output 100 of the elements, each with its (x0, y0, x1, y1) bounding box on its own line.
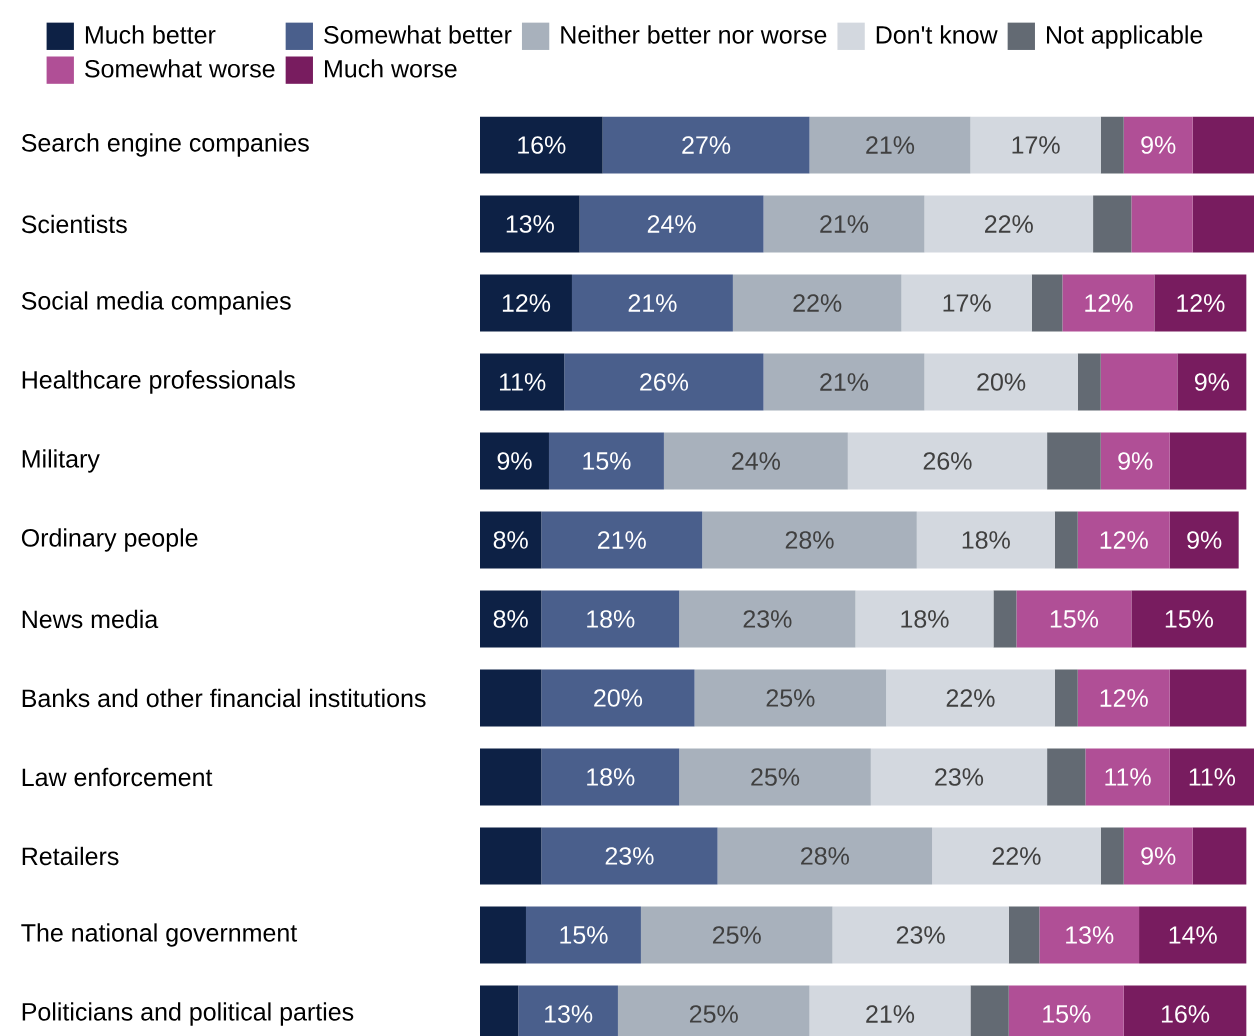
bar (480, 590, 542, 648)
data-label: 21% (628, 294, 677, 312)
bar (1100, 827, 1124, 885)
data-label: 21% (866, 1005, 915, 1023)
data-label: 28% (801, 847, 849, 865)
bar (679, 748, 871, 806)
data-label: 20% (977, 373, 1026, 391)
data-label: 20% (594, 689, 643, 707)
bar (541, 748, 680, 806)
bar (1169, 669, 1247, 727)
data-label: 21% (866, 136, 915, 154)
bar (1192, 195, 1254, 253)
bar (548, 432, 664, 490)
y-tick-label: News media (22, 609, 159, 629)
data-label: 25% (689, 1005, 738, 1023)
y-tick-label: Healthcare professionals (22, 370, 295, 394)
data-label: 17% (1012, 136, 1060, 154)
bar (679, 590, 856, 648)
bar (1100, 353, 1178, 411)
bar (832, 906, 1009, 964)
data-label: 15% (560, 926, 608, 944)
data-label: 18% (962, 531, 1010, 549)
data-label: 25% (712, 926, 761, 944)
data-label: 22% (793, 294, 842, 312)
bar (602, 116, 810, 174)
bar (717, 827, 933, 885)
bar (1062, 274, 1155, 332)
bar (541, 669, 695, 727)
data-label: 26% (923, 452, 972, 470)
data-label: 26% (640, 373, 689, 391)
bar (901, 274, 1032, 332)
bar (579, 195, 764, 253)
data-label: 11% (499, 373, 546, 391)
y-tick-label: The national government (21, 923, 298, 947)
bar (1054, 669, 1078, 727)
y-tick-label: Banks and other financial institutions (22, 688, 426, 708)
data-label: 17% (943, 294, 991, 312)
data-label: 24% (647, 215, 696, 233)
bar (1169, 432, 1247, 490)
data-label: 8% (493, 531, 528, 549)
bar (993, 590, 1017, 648)
y-tick-label: Search engine companies (21, 133, 309, 157)
bar (924, 353, 1078, 411)
bar (541, 511, 703, 569)
data-label: 13% (545, 1005, 593, 1023)
data-label: 9% (1194, 373, 1230, 391)
bar (1131, 590, 1247, 648)
bar (1139, 906, 1247, 964)
bar (970, 116, 1101, 174)
bar (1169, 748, 1254, 806)
bar (1054, 511, 1078, 569)
bar (480, 432, 549, 490)
bar (480, 116, 603, 174)
bar (1093, 195, 1132, 253)
bar (1039, 906, 1140, 964)
data-label: 15% (1050, 610, 1099, 628)
bar (1008, 906, 1040, 964)
data-label: 15% (583, 452, 631, 470)
data-label: 14% (1169, 926, 1217, 944)
bar (1077, 669, 1170, 727)
bar (1100, 432, 1170, 490)
legend-label: Somewhat better (324, 25, 512, 44)
bar (1177, 353, 1247, 411)
bar (1031, 274, 1063, 332)
data-label: 13% (506, 215, 554, 233)
bar (932, 827, 1101, 885)
bar (732, 274, 902, 332)
data-label: 18% (587, 610, 635, 628)
y-tick-label: Military (22, 449, 100, 473)
data-label: 16% (518, 136, 566, 154)
bar (564, 353, 764, 411)
bar (1047, 748, 1086, 806)
data-label: 21% (820, 215, 869, 233)
bar (870, 748, 1048, 806)
legend-label: Much better (85, 25, 216, 44)
data-label: 9% (497, 452, 532, 470)
y-tick-label: Law enforcement (22, 767, 213, 787)
bar (480, 511, 542, 569)
bar (1131, 195, 1193, 253)
data-label: 15% (1043, 1005, 1091, 1023)
data-label: 18% (901, 610, 949, 628)
bar (480, 353, 565, 411)
bar (663, 432, 848, 490)
legend-label: Don't know (876, 25, 998, 44)
y-tick-label: Scientists (21, 214, 127, 234)
bar (702, 511, 917, 569)
data-label: 23% (605, 847, 654, 865)
y-tick-label: Social media companies (21, 291, 291, 315)
bar (1169, 511, 1239, 569)
data-label: 12% (502, 294, 551, 312)
bar (1077, 353, 1101, 411)
data-label: 13% (1066, 926, 1114, 944)
data-label: 15% (1165, 610, 1213, 628)
data-label: 16% (1161, 1005, 1210, 1023)
legend-label: Neither better nor worse (561, 25, 827, 44)
data-label: 12% (1100, 689, 1148, 707)
bar (1192, 116, 1254, 174)
legend-label: Somewhat worse (85, 59, 275, 78)
data-label: 22% (992, 847, 1041, 865)
bar (1123, 116, 1193, 174)
